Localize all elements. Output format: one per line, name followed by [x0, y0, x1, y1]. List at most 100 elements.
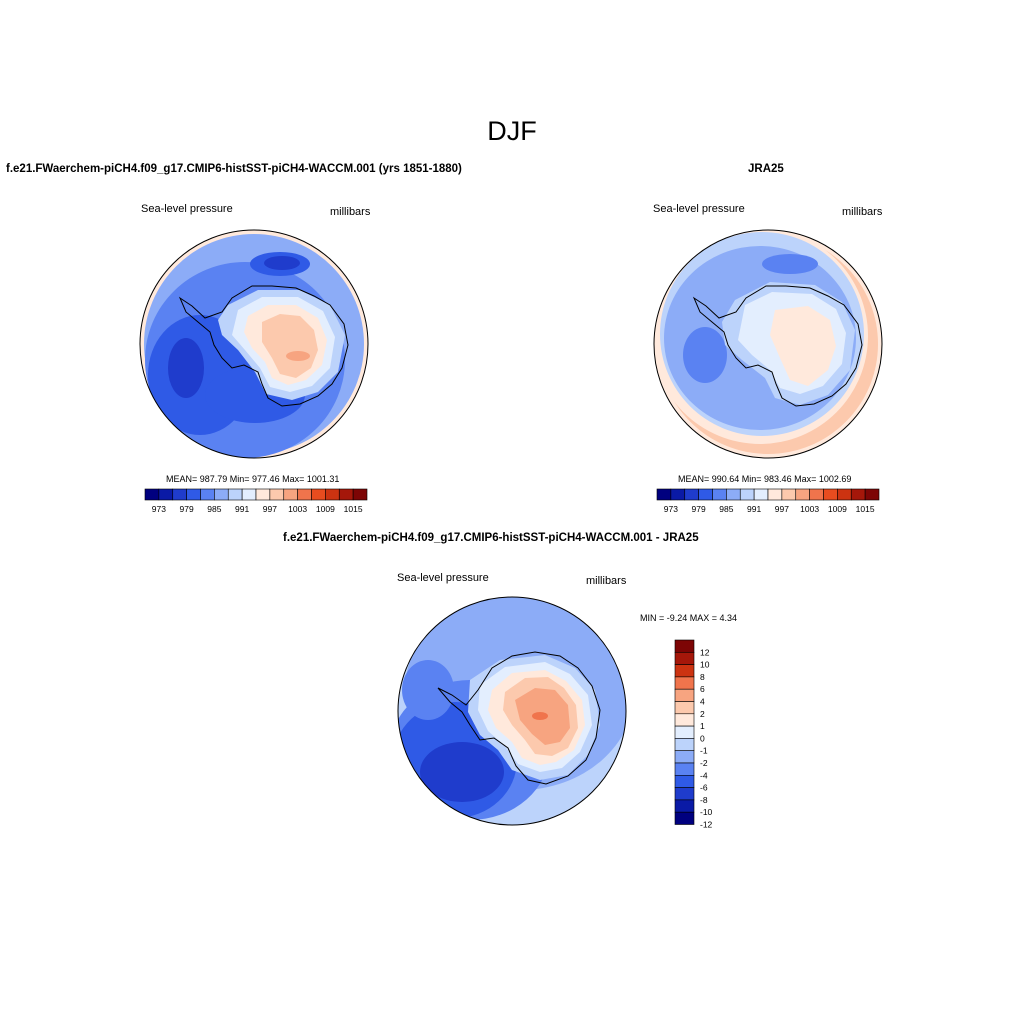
colorbar-swatch	[674, 774, 695, 788]
colorbar-swatch	[753, 488, 769, 501]
colorbar-swatch	[325, 488, 340, 501]
colorbar-label: 985	[719, 504, 733, 514]
panel-2-variable-label: Sea-level pressure	[653, 203, 745, 215]
colorbar-label: 1015	[856, 504, 875, 514]
map-panel-1	[140, 230, 368, 458]
map-1-coastline	[178, 285, 349, 407]
panel-2-stats: MEAN= 990.64 Min= 983.46 Max= 1002.69	[678, 474, 852, 484]
colorbar-swatch	[269, 488, 285, 501]
colorbar-label: -6	[700, 783, 708, 793]
map-2-coastline	[692, 285, 863, 407]
panel-3-stats: MIN = -9.24 MAX = 4.34	[640, 613, 738, 623]
panel-1-stats: MEAN= 987.79 Min= 977.46 Max= 1001.31	[166, 474, 340, 484]
panel-2-units-label: millibars	[842, 206, 883, 218]
colorbar-swatch	[186, 488, 201, 501]
colorbar-1: 973 979 985 991 997 1003 1009 1015	[144, 488, 368, 514]
colorbar-2: 973 979 985 991 997 1003 1009 1015	[656, 488, 880, 514]
colorbar-swatch	[739, 488, 755, 501]
colorbar-swatch	[781, 488, 797, 501]
colorbar-swatch	[674, 787, 695, 801]
colorbar-label: 973	[152, 504, 166, 514]
colorbar-swatch	[674, 651, 695, 665]
colorbar-swatch	[674, 725, 695, 739]
colorbar-swatch	[684, 488, 699, 501]
colorbar-swatch	[352, 488, 368, 501]
colorbar-swatch	[698, 488, 713, 501]
panel-3-title: f.e21.FWaerchem-piCH4.f09_g17.CMIP6-hist…	[283, 532, 699, 544]
colorbar-label: 4	[700, 697, 705, 707]
colorbar-swatch	[674, 639, 695, 653]
colorbar-swatch	[283, 488, 298, 501]
colorbar-label: -1	[700, 746, 708, 756]
colorbar-label: 1009	[828, 504, 847, 514]
panel-1-title: f.e21.FWaerchem-piCH4.f09_g17.CMIP6-hist…	[6, 163, 462, 175]
colorbar-swatch	[674, 811, 695, 825]
colorbar-label: 1015	[344, 504, 363, 514]
colorbar-swatch	[726, 488, 741, 501]
colorbar-swatch	[809, 488, 824, 501]
colorbar-swatch	[297, 488, 312, 501]
panel-3-variable-label: Sea-level pressure	[397, 572, 489, 584]
colorbar-swatch	[214, 488, 229, 501]
colorbar-swatch	[767, 488, 783, 501]
colorbar-swatch	[864, 488, 880, 501]
colorbar-label: -2	[700, 758, 708, 768]
colorbar-label: 985	[207, 504, 221, 514]
colorbar-label: 979	[692, 504, 706, 514]
colorbar-label: 1003	[800, 504, 819, 514]
colorbar-swatch	[850, 488, 866, 501]
colorbar-label: -8	[700, 795, 708, 805]
panel-1-units-label: millibars	[330, 206, 371, 218]
colorbar-label: 8	[700, 672, 705, 682]
panel-2-title: JRA25	[748, 163, 784, 175]
map-3-border	[397, 596, 627, 826]
colorbar-swatch	[227, 488, 243, 501]
colorbar-swatch	[674, 762, 695, 776]
panel-3-units-label: millibars	[586, 575, 627, 587]
panel-1-variable-label: Sea-level pressure	[141, 203, 233, 215]
colorbar-label: 10	[700, 660, 710, 670]
colorbar-swatch	[674, 676, 695, 690]
colorbar-swatch	[823, 488, 838, 501]
map-2-border	[653, 229, 883, 459]
map-panel-2	[654, 230, 882, 458]
colorbar-swatch	[674, 688, 695, 702]
colorbar-swatch	[158, 488, 174, 501]
map-panel-3	[398, 597, 626, 825]
colorbar-swatch	[255, 488, 271, 501]
colorbar-swatch	[144, 488, 160, 501]
colorbar-swatch	[338, 488, 354, 501]
colorbar-swatch	[311, 488, 326, 501]
colorbar-label: 2	[700, 709, 705, 719]
colorbar-swatch	[795, 488, 810, 501]
map-1-border	[139, 229, 369, 459]
colorbar-label: -12	[700, 820, 713, 830]
colorbar-swatch	[172, 488, 187, 501]
colorbar-swatch	[656, 488, 672, 501]
colorbar-label: 1003	[288, 504, 307, 514]
colorbar-label: 12	[700, 647, 710, 657]
colorbar-swatch	[674, 701, 695, 715]
colorbar-label: -4	[700, 770, 708, 780]
colorbar-label: 991	[235, 504, 249, 514]
colorbar-swatch	[837, 488, 852, 501]
colorbar-label: 0	[700, 733, 705, 743]
colorbar-label: 1009	[316, 504, 335, 514]
colorbar-swatch	[674, 664, 695, 678]
colorbar-swatch	[674, 738, 695, 752]
colorbar-label: 973	[664, 504, 678, 514]
colorbar-swatch	[200, 488, 215, 501]
colorbar-swatch	[712, 488, 727, 501]
colorbar-label: -10	[700, 807, 713, 817]
colorbar-swatch	[670, 488, 686, 501]
colorbar-label: 997	[263, 504, 277, 514]
colorbar-swatch	[674, 750, 695, 764]
colorbar-swatch	[241, 488, 257, 501]
colorbar-swatch	[674, 713, 695, 727]
colorbar-label: 997	[775, 504, 789, 514]
main-title: DJF	[487, 116, 537, 146]
colorbar-label: 979	[180, 504, 194, 514]
map-3-coastline	[437, 651, 601, 785]
